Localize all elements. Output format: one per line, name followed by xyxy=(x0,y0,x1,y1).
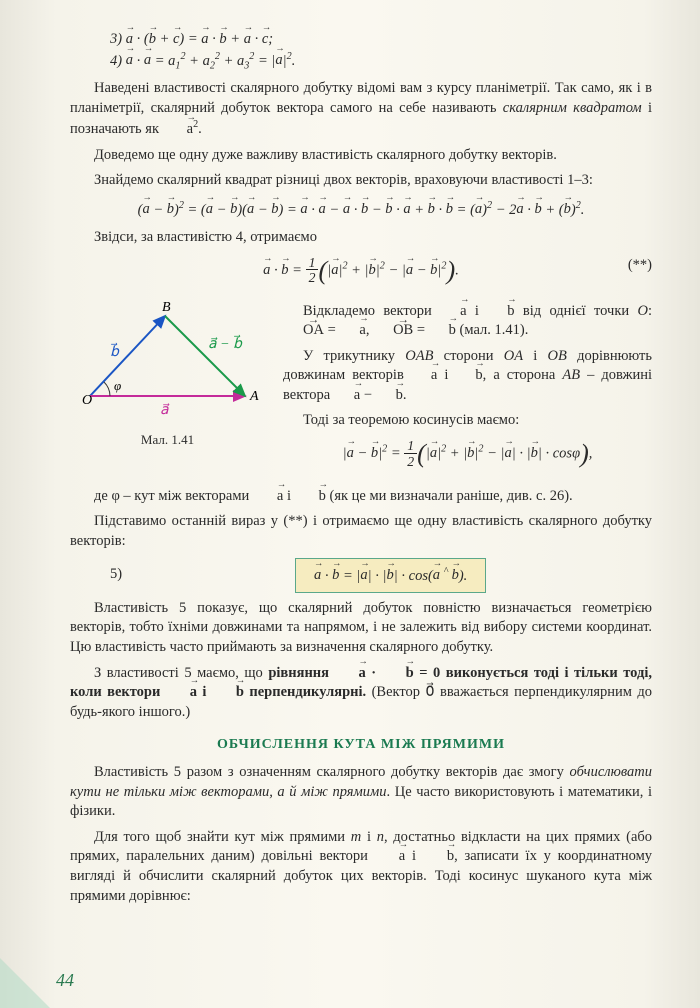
svg-text:a⃗ − b⃗: a⃗ − b⃗ xyxy=(208,334,243,352)
triangle-figure: O B A φ b⃗ a⃗ a⃗ − b⃗ xyxy=(70,296,265,421)
section-heading: ОБЧИСЛЕННЯ КУТА МІЖ ПРЯМИМИ xyxy=(70,736,652,755)
page-number: 44 xyxy=(56,968,74,992)
figure-block: O B A φ b⃗ a⃗ a⃗ − b⃗ Мал. 1.41 Відкладе… xyxy=(70,296,652,477)
highlighted-formula: a · b = |a| · |b| · cos(a ^ b). xyxy=(295,558,486,593)
svg-text:φ: φ xyxy=(114,378,121,393)
figure-caption: Мал. 1.41 xyxy=(70,431,265,449)
formula-starstar: a · b = 12(|a|2 + |b|2 − |a − b|2). (**) xyxy=(70,256,652,286)
paragraph-perpendicular: З властивості 5 маємо, що рівняння a · b… xyxy=(70,664,652,723)
paragraph-intro: Наведені властивості скалярного добутку … xyxy=(70,79,652,140)
paragraph-prove: Доведемо ще одну дуже важливу властивіст… xyxy=(70,146,652,166)
svg-text:b⃗: b⃗ xyxy=(110,342,120,360)
fig-para-2: У трикутнику OAB сторони OA і OB дорівню… xyxy=(283,347,652,406)
paragraph-angle-1: Властивість 5 разом з означенням скалярн… xyxy=(70,763,652,822)
property-4: 4) a · a = a12 + a22 + a32 = |a|2. xyxy=(110,50,652,73)
paragraph-substitute: Підставимо останній вираз у (**) і отрим… xyxy=(70,512,652,551)
textbook-page: 3) a · (b + c) = a · b + a · c; 4) a · a… xyxy=(0,0,700,1008)
formula-expansion: (a − b)2 = (a − b)(a − b) = a · a − a · … xyxy=(70,199,652,220)
property-3: 3) a · (b + c) = a · b + a · c; xyxy=(110,30,652,50)
svg-text:B: B xyxy=(162,300,171,315)
prop3-num: 3) xyxy=(110,31,122,47)
paragraph-phi: де φ – кут між векторами a і b (як це ми… xyxy=(70,487,652,507)
paragraph-hence: Звідси, за властивістю 4, отримаємо xyxy=(70,228,652,248)
property-5-row: 5) a · b = |a| · |b| · cos(a ^ b). xyxy=(70,558,652,593)
paragraph-prop5: Властивість 5 показує, що скалярний добу… xyxy=(70,599,652,658)
svg-text:O: O xyxy=(82,393,92,408)
paragraph-angle-2: Для того щоб знайти кут між прямими m і … xyxy=(70,828,652,906)
equation-tag: (**) xyxy=(628,256,652,276)
prop4-num: 4) xyxy=(110,52,122,68)
page-corner-decoration xyxy=(0,958,50,1008)
svg-text:A: A xyxy=(249,389,259,404)
paragraph-find: Знайдемо скалярний квадрат різниці двох … xyxy=(70,171,652,191)
prop5-num: 5) xyxy=(110,565,295,585)
svg-text:a⃗: a⃗ xyxy=(160,403,170,418)
fig-para-3: Тоді за теоремою косинусів маємо: xyxy=(283,411,652,431)
fig-para-1: Відкладемо вектори a і b від однієї точк… xyxy=(283,302,652,341)
formula-cosine: |a − b|2 = 12(|a|2 + |b|2 − |a| · |b| · … xyxy=(283,439,652,469)
